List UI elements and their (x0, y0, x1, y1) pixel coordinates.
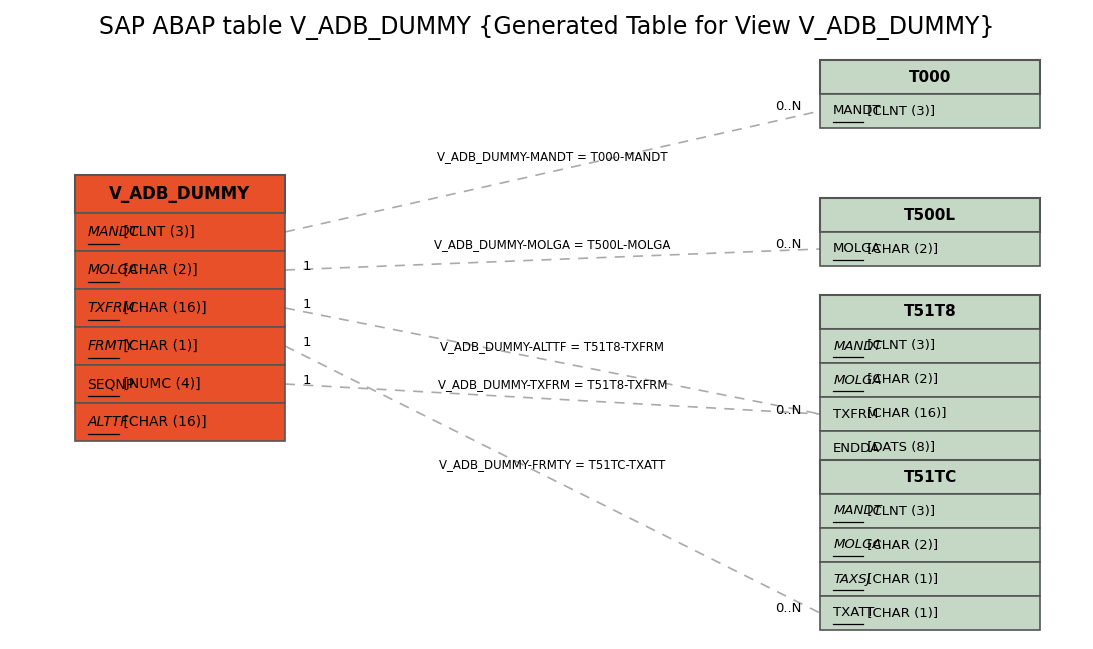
Bar (820, 397, 1041, 431)
Text: MANDT: MANDT (833, 504, 882, 517)
Text: MANDT: MANDT (87, 225, 139, 239)
Bar (820, 431, 1041, 465)
Bar (820, 198, 1041, 232)
Text: T000: T000 (908, 69, 951, 84)
Text: 0..N: 0..N (776, 602, 802, 615)
Bar (75, 289, 285, 327)
Bar (820, 232, 1041, 266)
Text: 1: 1 (303, 374, 312, 387)
Text: V_ADB_DUMMY: V_ADB_DUMMY (109, 185, 250, 203)
Text: [CLNT (3)]: [CLNT (3)] (862, 504, 935, 517)
Text: MOLGA: MOLGA (87, 263, 139, 277)
Bar (820, 460, 1041, 494)
Bar (75, 365, 285, 403)
Text: TXFRM: TXFRM (87, 301, 136, 315)
Text: [CHAR (2)]: [CHAR (2)] (119, 263, 197, 277)
Bar (820, 596, 1041, 630)
Text: MOLGA: MOLGA (833, 539, 882, 552)
Text: [CHAR (1)]: [CHAR (1)] (862, 572, 938, 585)
Bar (820, 363, 1041, 397)
Text: 0..N: 0..N (776, 101, 802, 114)
Bar (820, 60, 1041, 94)
Text: FRMTY: FRMTY (87, 339, 134, 353)
Text: T51T8: T51T8 (904, 304, 956, 319)
Text: TXATT: TXATT (833, 607, 874, 620)
Text: [CLNT (3)]: [CLNT (3)] (119, 225, 195, 239)
Text: T500L: T500L (904, 208, 956, 223)
Bar (820, 329, 1041, 363)
Text: [CHAR (16)]: [CHAR (16)] (119, 301, 207, 315)
Text: 1: 1 (303, 260, 312, 273)
Text: [DATS (8)]: [DATS (8)] (862, 441, 935, 454)
Text: V_ADB_DUMMY-TXFRM = T51T8-TXFRM: V_ADB_DUMMY-TXFRM = T51T8-TXFRM (438, 378, 667, 391)
Text: V_ADB_DUMMY-MANDT = T000-MANDT: V_ADB_DUMMY-MANDT = T000-MANDT (437, 151, 668, 164)
Text: ALTTF: ALTTF (87, 415, 129, 429)
Text: V_ADB_DUMMY-MOLGA = T500L-MOLGA: V_ADB_DUMMY-MOLGA = T500L-MOLGA (434, 238, 671, 252)
Text: [CLNT (3)]: [CLNT (3)] (862, 339, 935, 352)
Text: TXFRM: TXFRM (833, 408, 879, 421)
Bar (75, 403, 285, 441)
Bar (820, 528, 1041, 562)
Bar (75, 175, 285, 213)
Text: 0..N: 0..N (776, 404, 802, 417)
Text: V_ADB_DUMMY-FRMTY = T51TC-TXATT: V_ADB_DUMMY-FRMTY = T51TC-TXATT (439, 458, 666, 472)
Text: 1: 1 (303, 297, 312, 310)
Text: [CHAR (2)]: [CHAR (2)] (862, 243, 938, 256)
Bar (75, 251, 285, 289)
Text: MANDT: MANDT (833, 104, 882, 117)
Text: 1: 1 (303, 336, 312, 349)
Text: MOLGA: MOLGA (833, 243, 882, 256)
Bar (75, 213, 285, 251)
Bar (75, 327, 285, 365)
Text: TAXSJ: TAXSJ (833, 572, 871, 585)
Bar (820, 494, 1041, 528)
Text: 0..N: 0..N (776, 238, 802, 252)
Text: ENDDA: ENDDA (833, 441, 880, 454)
Text: [CLNT (3)]: [CLNT (3)] (862, 104, 935, 117)
Text: [CHAR (1)]: [CHAR (1)] (862, 607, 938, 620)
Text: T51TC: T51TC (904, 469, 956, 485)
Bar (820, 295, 1041, 329)
Text: [CHAR (16)]: [CHAR (16)] (119, 415, 207, 429)
Text: [CHAR (16)]: [CHAR (16)] (862, 408, 947, 421)
Text: [CHAR (2)]: [CHAR (2)] (862, 374, 938, 387)
Text: [CHAR (2)]: [CHAR (2)] (862, 539, 938, 552)
Text: [NUMC (4)]: [NUMC (4)] (119, 377, 200, 391)
Text: MOLGA: MOLGA (833, 374, 882, 387)
Text: V_ADB_DUMMY-ALTTF = T51T8-TXFRM: V_ADB_DUMMY-ALTTF = T51T8-TXFRM (440, 340, 665, 353)
Text: SEQNP: SEQNP (87, 377, 134, 391)
Text: [CHAR (1)]: [CHAR (1)] (119, 339, 198, 353)
Bar (820, 562, 1041, 596)
Text: MANDT: MANDT (833, 339, 882, 352)
Text: SAP ABAP table V_ADB_DUMMY {Generated Table for View V_ADB_DUMMY}: SAP ABAP table V_ADB_DUMMY {Generated Ta… (98, 16, 995, 40)
Bar (820, 94, 1041, 128)
